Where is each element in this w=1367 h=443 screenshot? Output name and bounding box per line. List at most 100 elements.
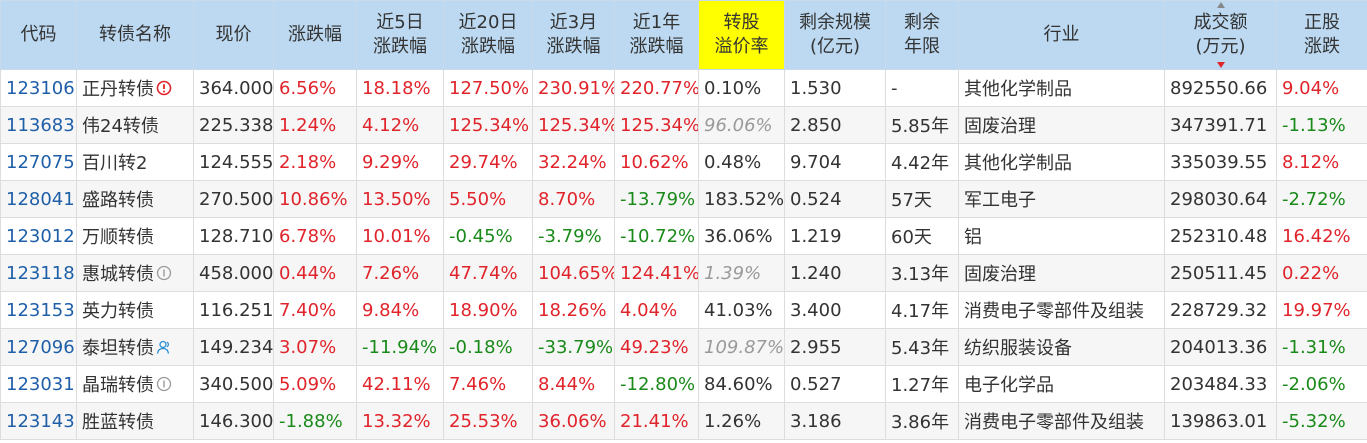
price-value: 149.234 (199, 336, 274, 358)
cell-code[interactable]: 123031 (0, 365, 77, 403)
table-row[interactable]: 113683 伟24转债 225.338 1.24% 4.12% 125.34% 125.3… (0, 106, 1367, 144)
name-value: 百川转2 (82, 153, 148, 174)
term-value: 5.85年 (891, 116, 950, 137)
cell-code[interactable]: 113683 (0, 106, 77, 144)
cell-price: 149.234 (193, 328, 274, 366)
person-icon[interactable] (156, 339, 172, 360)
cell-name[interactable]: 英力转债 (76, 291, 194, 329)
cell-chg3m: 32.24% (532, 143, 615, 181)
col-header-stock-chg[interactable]: 正股 涨跌 (1276, 0, 1367, 70)
col-header-amount[interactable]: 成交额 (万元) (1164, 0, 1277, 70)
cell-name[interactable]: 惠城转债 (76, 254, 194, 292)
industry-value: 固废治理 (964, 116, 1036, 137)
cell-name[interactable]: 伟24转债 (76, 106, 194, 144)
code-value: 123143 (6, 410, 75, 432)
code-value: 123118 (6, 262, 75, 284)
cell-chg20d: 25.53% (443, 402, 533, 440)
cell-industry: 消费电子零部件及组装 (958, 291, 1165, 329)
cell-name[interactable]: 盛路转债 (76, 180, 194, 218)
col-header-price[interactable]: 现价 (193, 0, 274, 70)
industry-value: 消费电子零部件及组装 (964, 301, 1144, 322)
cell-price: 128.710 (193, 217, 274, 255)
col-header-chg[interactable]: 涨跌幅 (273, 0, 357, 70)
cell-industry: 其他化学制品 (958, 143, 1165, 181)
cell-price: 340.500 (193, 365, 274, 403)
cell-code[interactable]: 123012 (0, 217, 77, 255)
cell-code[interactable]: 127096 (0, 328, 77, 366)
term-value: 57天 (891, 190, 932, 211)
cell-chg1y: -13.79% (614, 180, 699, 218)
table-row[interactable]: 128041 盛路转债 270.500 10.86% 13.50% 5.50% 8.70% -… (0, 180, 1367, 218)
cell-industry: 其他化学制品 (958, 69, 1165, 107)
table-row[interactable]: 127096 泰坦转债 149.234 3.07% -11.94% -0.18% -33.7… (0, 328, 1367, 366)
alert-icon[interactable] (156, 80, 172, 101)
chg1y-value: 125.34% (620, 114, 699, 136)
cell-term: 57天 (885, 180, 959, 218)
cell-name[interactable]: 正丹转债 (76, 69, 194, 107)
cell-premium: 109.87% (698, 328, 785, 366)
sort-indicator[interactable]: 成交额 (万元) (1194, 2, 1248, 68)
table-row[interactable]: 123106 正丹转债 364.000 6.56% 18.18% 127.50% 230.9… (0, 69, 1367, 107)
amount-value: 252310.48 (1170, 225, 1268, 247)
cell-code[interactable]: 128041 (0, 180, 77, 218)
scale-value: 1.240 (790, 262, 842, 284)
cell-code[interactable]: 127075 (0, 143, 77, 181)
chg3m-value: 32.24% (538, 151, 607, 173)
cell-chg5d: 9.29% (356, 143, 444, 181)
cell-chg: 7.40% (273, 291, 357, 329)
col-header-name[interactable]: 转债名称 (76, 0, 194, 70)
cell-chg1y: 49.23% (614, 328, 699, 366)
chg20d-value: 18.90% (449, 299, 518, 321)
table-row[interactable]: 123153 英力转债 116.251 7.40% 9.84% 18.90% 18.26% 4… (0, 291, 1367, 329)
cell-chg5d: 13.32% (356, 402, 444, 440)
chg20d-value: 25.53% (449, 410, 518, 432)
price-value: 225.338 (199, 114, 274, 136)
cell-stock-chg: 19.97% (1276, 291, 1367, 329)
code-value: 127075 (6, 151, 75, 173)
cell-chg20d: 47.74% (443, 254, 533, 292)
chg1y-value: 21.41% (620, 410, 689, 432)
premium-value: 0.48% (704, 151, 762, 173)
cell-name[interactable]: 百川转2 (76, 143, 194, 181)
cell-code[interactable]: 123153 (0, 291, 77, 329)
chg1y-value: -10.72% (620, 225, 696, 247)
chg3m-value: 8.70% (538, 188, 596, 210)
chg3m-value: 18.26% (538, 299, 607, 321)
scale-value: 0.527 (790, 373, 842, 395)
table-row[interactable]: 123012 万顺转债 128.710 6.78% 10.01% -0.45% -3.79%… (0, 217, 1367, 255)
col-header-premium[interactable]: 转股 溢价率 (698, 0, 785, 70)
col-header-term[interactable]: 剩余 年限 (885, 0, 959, 70)
table-row[interactable]: 127075 百川转2 124.555 2.18% 9.29% 29.74% 32.24% 1… (0, 143, 1367, 181)
info-icon[interactable] (156, 376, 172, 397)
cell-code[interactable]: 123118 (0, 254, 77, 292)
cell-chg: 3.07% (273, 328, 357, 366)
col-header-chg3m[interactable]: 近3月 涨跌幅 (532, 0, 615, 70)
table-row[interactable]: 123031 晶瑞转债 340.500 5.09% 42.11% 7.46% 8.44% -1… (0, 365, 1367, 403)
code-value: 113683 (6, 114, 75, 136)
table-row[interactable]: 123143 胜蓝转债 146.300 -1.88% 13.32% 25.53% 36.06… (0, 402, 1367, 440)
cell-name[interactable]: 万顺转债 (76, 217, 194, 255)
stock-chg-value: 9.04% (1282, 77, 1340, 99)
price-value: 458.000 (199, 262, 274, 284)
cell-code[interactable]: 123106 (0, 69, 77, 107)
col-header-chg20d[interactable]: 近20日 涨跌幅 (443, 0, 533, 70)
cell-code[interactable]: 123143 (0, 402, 77, 440)
cell-name[interactable]: 胜蓝转债 (76, 402, 194, 440)
amount-value: 203484.33 (1170, 373, 1268, 395)
cell-chg20d: 18.90% (443, 291, 533, 329)
cell-name[interactable]: 晶瑞转债 (76, 365, 194, 403)
cell-term: 1.27年 (885, 365, 959, 403)
col-header-scale[interactable]: 剩余规模 (亿元) (784, 0, 886, 70)
col-header-industry[interactable]: 行业 (958, 0, 1165, 70)
col-header-code[interactable]: 代码 (0, 0, 77, 70)
cell-price: 124.555 (193, 143, 274, 181)
cell-name[interactable]: 泰坦转债 (76, 328, 194, 366)
chg-value: 6.78% (279, 225, 337, 247)
info-icon[interactable] (156, 265, 172, 286)
name-value: 胜蓝转债 (82, 412, 154, 433)
sort-desc-icon (1216, 62, 1225, 68)
col-header-chg1y[interactable]: 近1年 涨跌幅 (614, 0, 699, 70)
col-header-chg5d[interactable]: 近5日 涨跌幅 (356, 0, 444, 70)
table-row[interactable]: 123118 惠城转债 458.000 0.44% 7.26% 47.74% 104.65%… (0, 254, 1367, 292)
